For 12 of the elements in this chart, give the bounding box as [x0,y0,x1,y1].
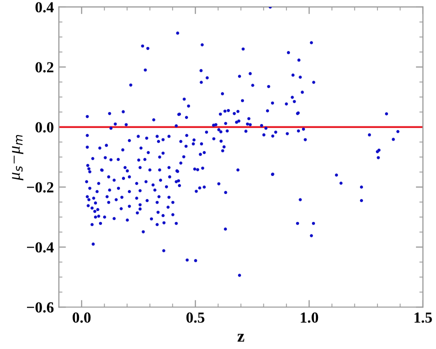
y-tick-label: −0.4 [27,242,54,253]
x-tick-label: 1.0 [300,312,318,323]
y-axis-title: μ$_{s}$−μ$_{m}$ [12,134,24,180]
x-tick-label: 0.5 [186,312,204,323]
y-tick-label: 0.4 [35,2,54,12]
x-axis-title: z [238,334,244,342]
y-tick-label: 0.0 [35,122,54,133]
x-tick-label: 1.5 [414,312,432,323]
y-tick-label: −0.6 [27,302,54,313]
y-tick-label: 0.2 [35,62,54,73]
x-tick-label: 0.0 [72,312,91,323]
y-tick-label: −0.2 [27,182,54,193]
